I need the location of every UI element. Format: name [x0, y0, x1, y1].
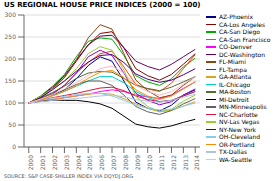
svg-text:200: 200 [8, 55, 16, 62]
html-text:AZ-Phoenix: AZ-Phoenix [219, 13, 254, 20]
html-text:MI-Detroit: MI-Detroit [219, 95, 249, 103]
html-text:MN-Minneapolis: MN-Minneapolis [219, 103, 267, 110]
html-text:GA-Atlanta: GA-Atlanta [219, 73, 252, 80]
html-text:NV-Las Vegas: NV-Las Vegas [219, 118, 260, 125]
html-text:CA-San Diego: CA-San Diego [219, 28, 260, 35]
html-text:US REGIONAL HOUSE PRICE INDICE: US REGIONAL HOUSE PRICE INDICES (2000 = … [4, 1, 201, 9]
svg-text:2009: 2009 [134, 155, 141, 170]
svg-text:150: 150 [8, 77, 16, 84]
svg-text:2003: 2003 [63, 155, 70, 170]
html-text:NY-New York: NY-New York [219, 125, 257, 133]
svg-text:2011: 2011 [158, 155, 165, 170]
svg-text:2005: 2005 [86, 155, 93, 170]
svg-text:2004: 2004 [75, 155, 82, 170]
html-text:NC-Charlotte: NC-Charlotte [219, 110, 258, 118]
html-text:CA-Los Angeles: CA-Los Angeles [219, 20, 266, 28]
svg-text:2012: 2012 [170, 155, 177, 170]
svg-text:2006: 2006 [98, 155, 105, 170]
svg-text:300: 300 [8, 11, 16, 18]
html-text:WA-Seattle: WA-Seattle [219, 155, 252, 163]
html-text:FL-Tampa: FL-Tampa [219, 65, 247, 73]
svg-text:2008: 2008 [122, 155, 129, 170]
svg-text:2001: 2001 [39, 155, 46, 170]
html-text:DC-Washington: DC-Washington [219, 50, 265, 58]
svg-text:2010: 2010 [146, 155, 153, 170]
svg-text:2002: 2002 [51, 155, 58, 170]
html-text:TX-Dallas: TX-Dallas [219, 148, 248, 155]
svg-text:2013: 2013 [182, 155, 189, 170]
html-text:OH-Cleveland: OH-Cleveland [219, 133, 261, 140]
svg-text:250: 250 [8, 33, 16, 40]
html-text:MA-Boston: MA-Boston [219, 88, 251, 95]
svg-text:0: 0 [12, 143, 16, 150]
html-text:IL-Chicago: IL-Chicago [219, 80, 251, 88]
svg-text:50: 50 [8, 121, 16, 128]
html-text:OR-Portland: OR-Portland [219, 140, 255, 148]
html-text:SOURCE: S&P CASE-SHILLER INDEX: SOURCE: S&P CASE-SHILLER INDEX VIA DQYDJ… [4, 173, 133, 179]
svg-text:100: 100 [8, 99, 16, 106]
html-text:CA-San Francisco: CA-San Francisco [219, 35, 271, 43]
svg-text:2007: 2007 [110, 155, 117, 170]
svg-text:2014: 2014 [194, 155, 201, 170]
html-text:CO-Denver: CO-Denver [219, 43, 253, 50]
html-text:FL-Miami: FL-Miami [219, 58, 246, 65]
svg-text:2000: 2000 [27, 155, 34, 170]
